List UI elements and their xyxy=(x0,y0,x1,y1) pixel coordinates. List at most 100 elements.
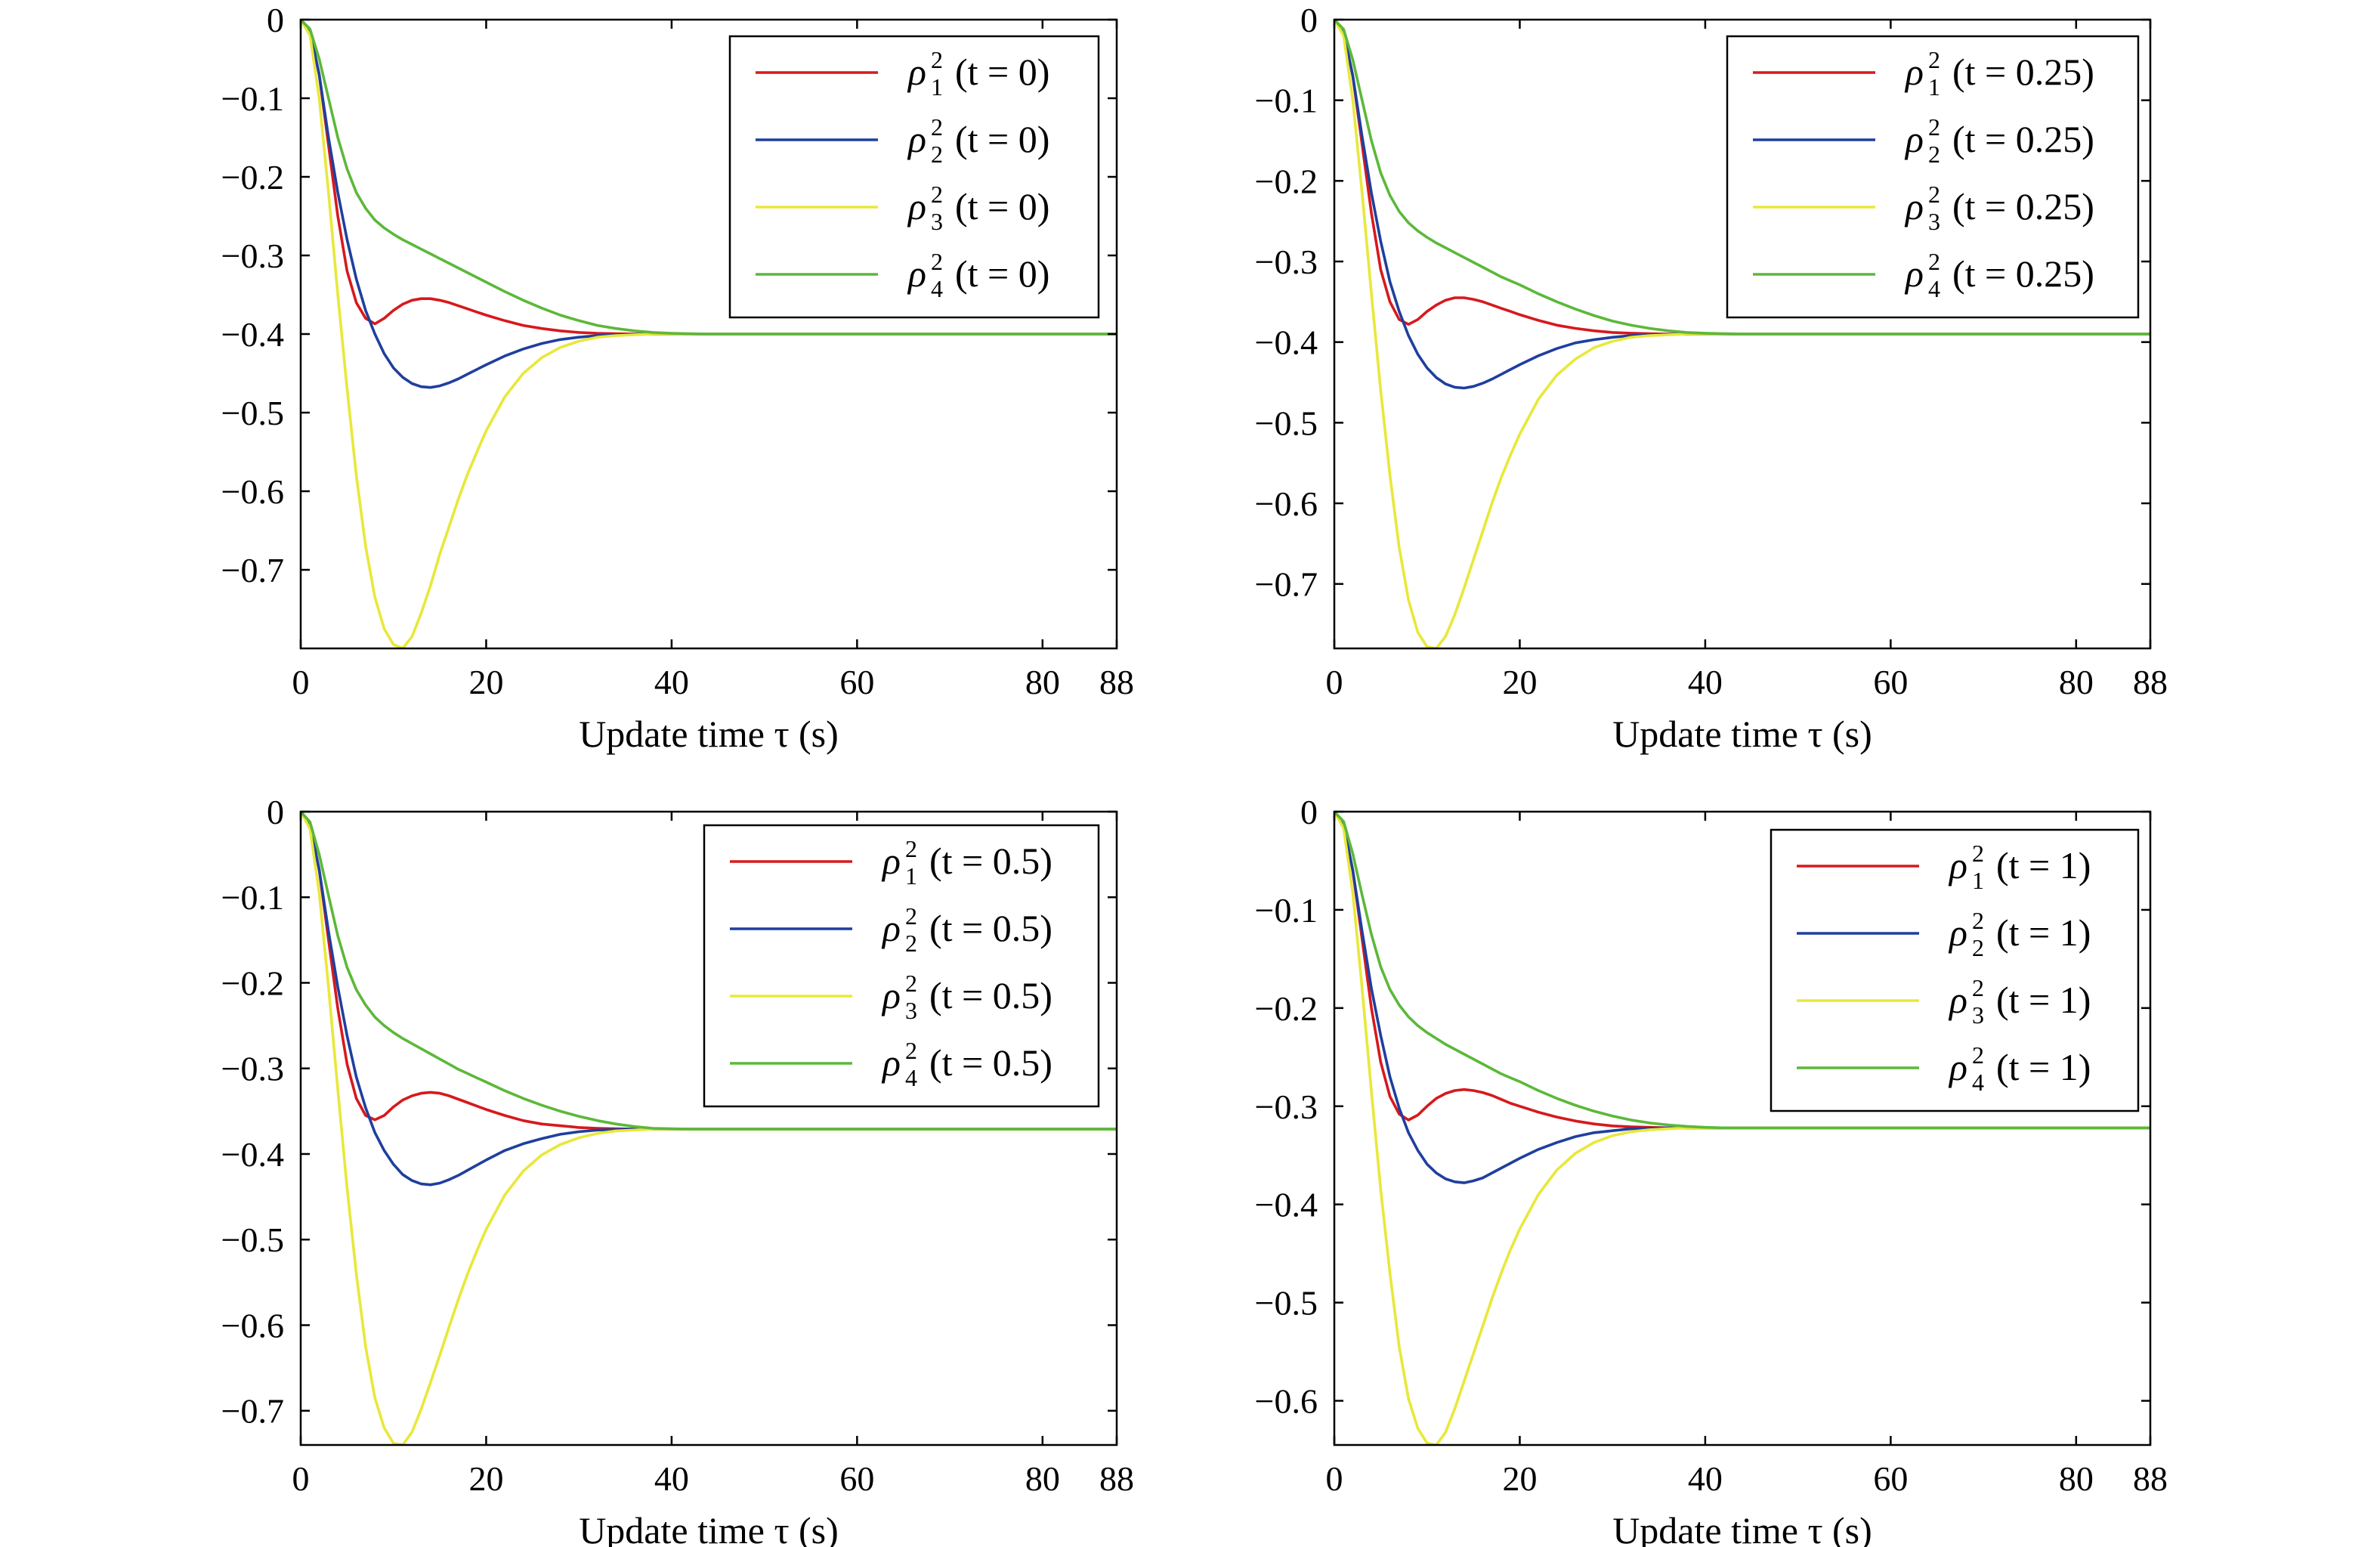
legend-label-rho2: (t = 1) xyxy=(1996,911,2091,954)
legend-symbol: ρ xyxy=(1904,51,1924,93)
x-tick-label: 80 xyxy=(2059,663,2094,701)
x-tick-label: 88 xyxy=(2133,1459,2168,1498)
y-tick-label: −0.6 xyxy=(1255,1382,1318,1421)
x-tick-label: 60 xyxy=(839,1459,874,1498)
legend-symbol: ρ xyxy=(907,252,926,295)
x-tick-label: 20 xyxy=(1502,1459,1537,1498)
y-tick-label: −0.6 xyxy=(221,1306,284,1344)
legend-subscript: 1 xyxy=(931,73,943,101)
legend-symbol: ρ xyxy=(881,840,901,882)
y-tick-label: −0.4 xyxy=(1255,1186,1318,1224)
y-tick-label: −0.5 xyxy=(221,394,284,432)
legend-superscript: 2 xyxy=(1972,1041,1984,1069)
legend-subscript: 2 xyxy=(931,141,943,168)
series-line-rho4 xyxy=(301,812,1117,1131)
legend-symbol: ρ xyxy=(1904,185,1924,227)
legend-subscript: 2 xyxy=(1972,934,1984,961)
y-tick-label: −0.1 xyxy=(1255,891,1318,930)
legend-subscript: 4 xyxy=(905,1064,917,1091)
legend-symbol: ρ xyxy=(1948,1046,1967,1088)
legend-symbol: ρ xyxy=(1948,979,1967,1021)
y-tick-label: −0.1 xyxy=(221,79,284,118)
x-tick-label: 0 xyxy=(292,663,310,701)
legend-superscript: 2 xyxy=(1972,840,1984,867)
y-tick-label: −0.3 xyxy=(1255,1088,1318,1126)
legend-superscript: 2 xyxy=(931,113,943,141)
legend-label-rho2: (t = 0.25) xyxy=(1952,118,2094,160)
legend-box xyxy=(703,824,1100,1108)
legend-symbol: ρ xyxy=(907,51,926,93)
y-tick-label: 0 xyxy=(1300,793,1318,831)
x-axis-label: Update time τ (s) xyxy=(579,713,839,755)
x-tick-label: 88 xyxy=(1099,663,1134,701)
legend-subscript: 3 xyxy=(1972,1001,1984,1029)
x-tick-label: 80 xyxy=(1025,1459,1060,1498)
legend-superscript: 2 xyxy=(1928,181,1940,208)
legend-label-rho3: (t = 1) xyxy=(1996,979,2091,1021)
x-tick-label: 20 xyxy=(468,663,503,701)
panel-top-right: 0 20 40 60 80 88 0 −0.1 −0.2 −0.3 −0.4 −0.5 −0.6 −0.7… xyxy=(1255,1,2168,755)
x-tick-label: 88 xyxy=(1099,1459,1134,1498)
x-tick-label: 60 xyxy=(1873,663,1908,701)
y-tick-label: −0.7 xyxy=(1255,565,1318,604)
legend-symbol: ρ xyxy=(1904,118,1924,160)
legend-subscript: 2 xyxy=(905,930,917,957)
y-tick-label: −0.2 xyxy=(221,964,284,1002)
x-tick-label: 60 xyxy=(1873,1459,1908,1498)
y-tick-label: −0.3 xyxy=(1255,243,1318,281)
legend-superscript: 2 xyxy=(931,248,943,275)
legend-label-rho1: (t = 0) xyxy=(955,51,1049,93)
x-tick-label: 40 xyxy=(1688,1459,1723,1498)
panel-top-left: 0 20 40 60 80 88 0 −0.1 −0.2 −0.3 −0.4 −0.5 −0.6 −0.7… xyxy=(221,1,1134,755)
y-tick-label: −0.6 xyxy=(1255,484,1318,523)
legend-label-rho1: (t = 0.25) xyxy=(1952,51,2094,93)
legend-symbol: ρ xyxy=(881,1041,901,1084)
legend-box xyxy=(1726,35,2140,319)
legend-label-rho3: (t = 0) xyxy=(955,185,1049,227)
legend: ρ 21 (t = 1)ρ 22 (t = 1)ρ 23 (t = 1)ρ 24 (t = 1) xyxy=(1770,828,2140,1112)
legend-subscript: 3 xyxy=(1928,208,1940,235)
legend-superscript: 2 xyxy=(1928,46,1940,73)
y-tick-label: −0.4 xyxy=(221,1135,284,1174)
legend-label-rho1: (t = 0.5) xyxy=(929,840,1052,882)
series-group xyxy=(1334,812,2150,1445)
legend-symbol: ρ xyxy=(1948,844,1967,886)
y-tick-label: 0 xyxy=(267,1,284,39)
y-tick-label: −0.7 xyxy=(221,551,284,589)
legend-symbol: ρ xyxy=(907,118,926,160)
legend-box xyxy=(1770,828,2140,1112)
axes-frame xyxy=(1333,18,2152,650)
y-tick-label: −0.5 xyxy=(1255,404,1318,442)
legend-label-rho4: (t = 0) xyxy=(955,252,1049,295)
legend-superscript: 2 xyxy=(905,970,917,997)
legend-label-rho2: (t = 0.5) xyxy=(929,907,1052,949)
legend-symbol: ρ xyxy=(1948,911,1967,954)
y-tick-label: 0 xyxy=(267,793,284,831)
y-tick-label: −0.2 xyxy=(1255,162,1318,200)
legend-symbol: ρ xyxy=(881,907,901,949)
legend-label-rho2: (t = 0) xyxy=(955,118,1049,160)
legend: ρ 21 (t = 0.5)ρ 22 (t = 0.5)ρ 23 (t = 0.5)ρ 24(… xyxy=(703,824,1100,1108)
x-tick-label: 40 xyxy=(654,1459,689,1498)
y-tick-label: −0.5 xyxy=(1255,1284,1318,1323)
legend-box xyxy=(728,35,1100,319)
x-axis-label: Update time τ (s) xyxy=(1612,713,1872,755)
axes-frame xyxy=(1333,810,2152,1446)
legend-subscript: 4 xyxy=(1928,275,1940,302)
x-tick-label: 60 xyxy=(839,663,874,701)
x-tick-label: 88 xyxy=(2133,663,2168,701)
legend-subscript: 3 xyxy=(905,997,917,1024)
series-group xyxy=(301,20,1117,648)
legend-subscript: 4 xyxy=(1972,1069,1984,1096)
x-tick-label: 40 xyxy=(654,663,689,701)
panel-bottom-right: 0 20 40 60 80 88 0 −0.1 −0.2 −0.3 −0.4 −0.5 −0.6 Upda… xyxy=(1255,793,2168,1547)
y-tick-label: −0.2 xyxy=(1255,989,1318,1028)
legend-subscript: 2 xyxy=(1928,141,1940,168)
series-line-rho4 xyxy=(301,20,1117,336)
y-tick-label: −0.7 xyxy=(221,1392,284,1431)
legend-superscript: 2 xyxy=(1972,907,1984,934)
legend-superscript: 2 xyxy=(1928,248,1940,275)
panel-bottom-left: 0 20 40 60 80 88 0 −0.1 −0.2 −0.3 −0.4 −0.5 −0.6 −0.7… xyxy=(221,793,1134,1547)
y-tick-label: −0.4 xyxy=(221,315,284,354)
x-tick-label: 80 xyxy=(1025,663,1060,701)
